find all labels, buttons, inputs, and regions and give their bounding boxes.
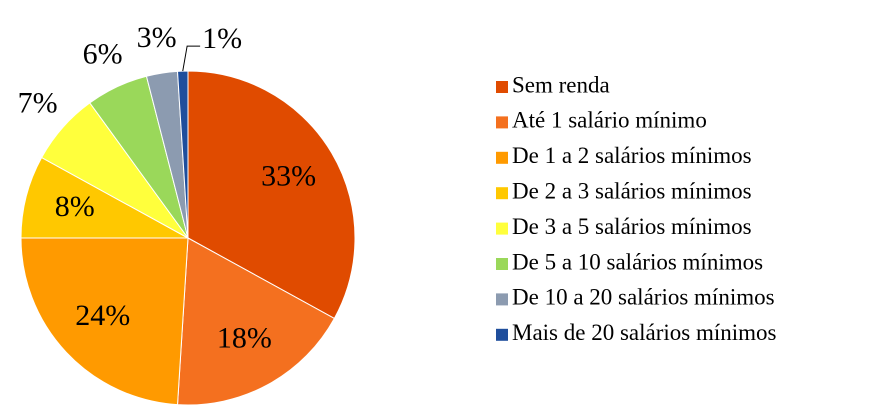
data-label: 6% (83, 38, 123, 71)
legend-swatch (496, 328, 508, 341)
data-label: 7% (18, 86, 58, 119)
legend-swatch (496, 81, 508, 93)
legend-label: Sem renda (512, 72, 610, 97)
legend-swatch (496, 293, 508, 306)
legend-label: De 1 a 2 salários mínimos (512, 143, 752, 168)
leader-line (182, 45, 201, 72)
legend-swatch (496, 258, 508, 270)
legend-swatch (496, 222, 508, 235)
legend-label: Mais de 20 salários mínimos (512, 320, 777, 345)
legend-label: De 5 a 10 salários mínimos (512, 249, 763, 274)
data-label: 8% (55, 190, 95, 223)
data-label: 24% (75, 299, 130, 332)
data-label: 33% (261, 159, 316, 192)
legend-swatch (496, 187, 508, 200)
pie-slice (187, 70, 356, 320)
legend-label: De 2 a 3 salários mínimos (512, 178, 752, 203)
pie-slice (20, 237, 189, 406)
legend-label: De 3 a 5 salários mínimos (512, 214, 752, 239)
data-label: 18% (217, 321, 272, 354)
legend-swatch (496, 151, 508, 164)
legend-swatch (496, 116, 508, 129)
legend-label: De 10 a 20 salários mínimos (512, 285, 775, 310)
data-label: 1% (202, 22, 242, 55)
data-label: 3% (137, 21, 177, 54)
legend-label: Até 1 salário mínimo (512, 108, 707, 133)
